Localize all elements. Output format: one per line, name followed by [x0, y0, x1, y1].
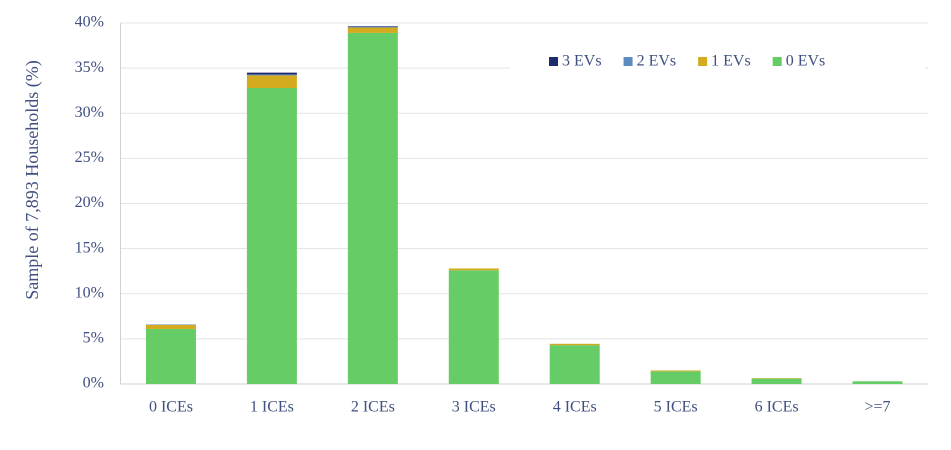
legend-background — [510, 44, 925, 80]
y-tick-label: 20% — [75, 194, 104, 211]
y-tick-label: 25% — [75, 149, 104, 166]
x-tick-label: >=7 — [865, 399, 891, 416]
x-tick-label: 4 ICEs — [553, 399, 597, 416]
x-tick-label: 1 ICEs — [250, 399, 294, 416]
y-tick-label: 5% — [83, 330, 104, 347]
legend-swatch — [772, 57, 782, 66]
y-axis-label: Sample of 7,893 Households (%) — [22, 60, 43, 299]
bar-segment — [145, 328, 196, 384]
legend-label: 0 EVs — [786, 53, 826, 70]
bar-segment — [448, 268, 499, 271]
y-tick-label: 15% — [75, 239, 104, 256]
y-tick-label: 40% — [75, 14, 104, 31]
bar-segment — [650, 370, 701, 372]
legend-swatch — [698, 57, 708, 66]
bar-segment — [347, 27, 398, 33]
x-tick-label: 5 ICEs — [654, 399, 698, 416]
y-tick-label: 35% — [75, 59, 104, 76]
legend-label: 2 EVs — [637, 53, 677, 70]
x-tick-label: 3 ICEs — [452, 399, 496, 416]
bar-segment — [145, 324, 196, 329]
bar-segment — [246, 72, 297, 75]
bar-segment — [448, 270, 499, 384]
bar-segment — [549, 345, 600, 384]
legend-swatch — [623, 57, 633, 66]
bar-segment — [347, 32, 398, 385]
bar-segment — [347, 26, 398, 28]
bar-segment — [246, 74, 297, 76]
bar-segment — [852, 381, 903, 384]
bar-segment — [650, 371, 701, 384]
x-tick-label: 6 ICEs — [755, 399, 799, 416]
y-tick-label: 30% — [75, 104, 104, 121]
x-tick-label: 2 ICEs — [351, 399, 395, 416]
legend-label: 3 EVs — [562, 53, 602, 70]
bar-segment — [549, 343, 600, 346]
y-tick-label: 0% — [83, 375, 104, 392]
bar-segment — [246, 75, 297, 88]
y-tick-label: 10% — [75, 284, 104, 301]
bar-segment — [751, 378, 802, 384]
legend-swatch — [549, 57, 558, 66]
x-tick-label: 0 ICEs — [149, 399, 193, 416]
legend-label: 1 EVs — [711, 53, 751, 70]
bar-segment — [246, 87, 297, 384]
